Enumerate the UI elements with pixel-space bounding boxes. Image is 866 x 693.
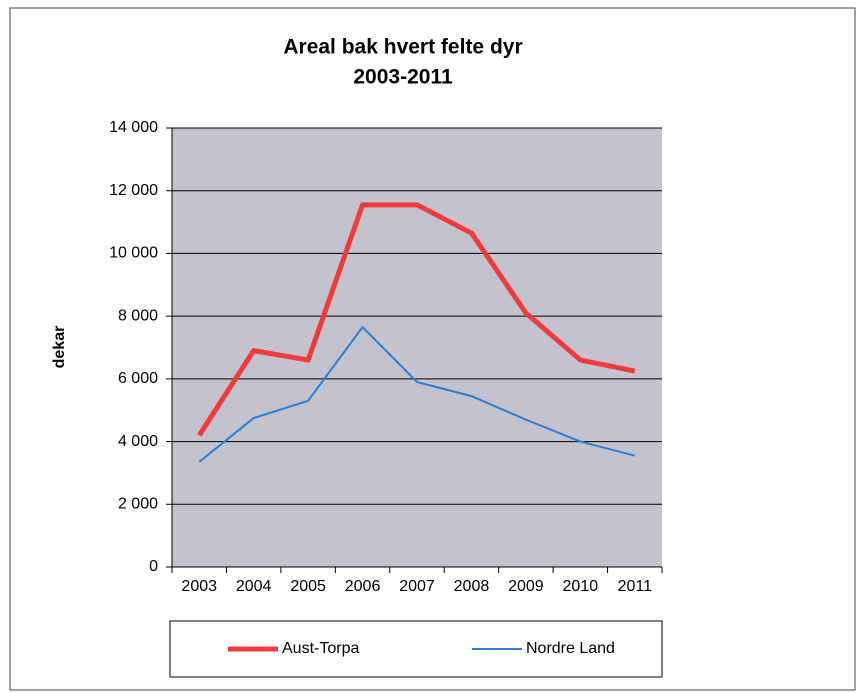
x-tick-label: 2009 <box>508 578 544 595</box>
y-tick-label: 2 000 <box>118 496 158 513</box>
y-tick-label: 4 000 <box>118 433 158 450</box>
x-tick-label: 2005 <box>290 578 326 595</box>
legend-label: Aust-Torpa <box>282 640 359 657</box>
y-tick-label: 0 <box>149 558 158 575</box>
x-tick-label: 2011 <box>618 578 653 595</box>
x-tick-label: 2006 <box>345 578 381 595</box>
x-tick-label: 2007 <box>399 578 435 595</box>
x-tick-label: 2004 <box>236 578 272 595</box>
chart-title: Areal bak hvert felte dyr <box>283 36 522 59</box>
y-tick-label: 6 000 <box>118 370 158 387</box>
y-tick-label: 8 000 <box>118 307 158 324</box>
y-axis-label: dekar <box>51 326 68 369</box>
x-tick-label: 2010 <box>563 578 599 595</box>
y-tick-label: 10 000 <box>109 245 158 262</box>
x-tick-label: 2003 <box>181 578 217 595</box>
chart-subtitle: 2003-2011 <box>353 66 453 89</box>
plot-area <box>172 128 662 567</box>
legend-label: Nordre Land <box>526 640 615 657</box>
series-line <box>197 202 636 437</box>
series-line <box>198 326 636 463</box>
x-tick-label: 2008 <box>454 578 490 595</box>
y-tick-label: 12 000 <box>109 182 158 199</box>
y-tick-label: 14 000 <box>109 119 158 136</box>
